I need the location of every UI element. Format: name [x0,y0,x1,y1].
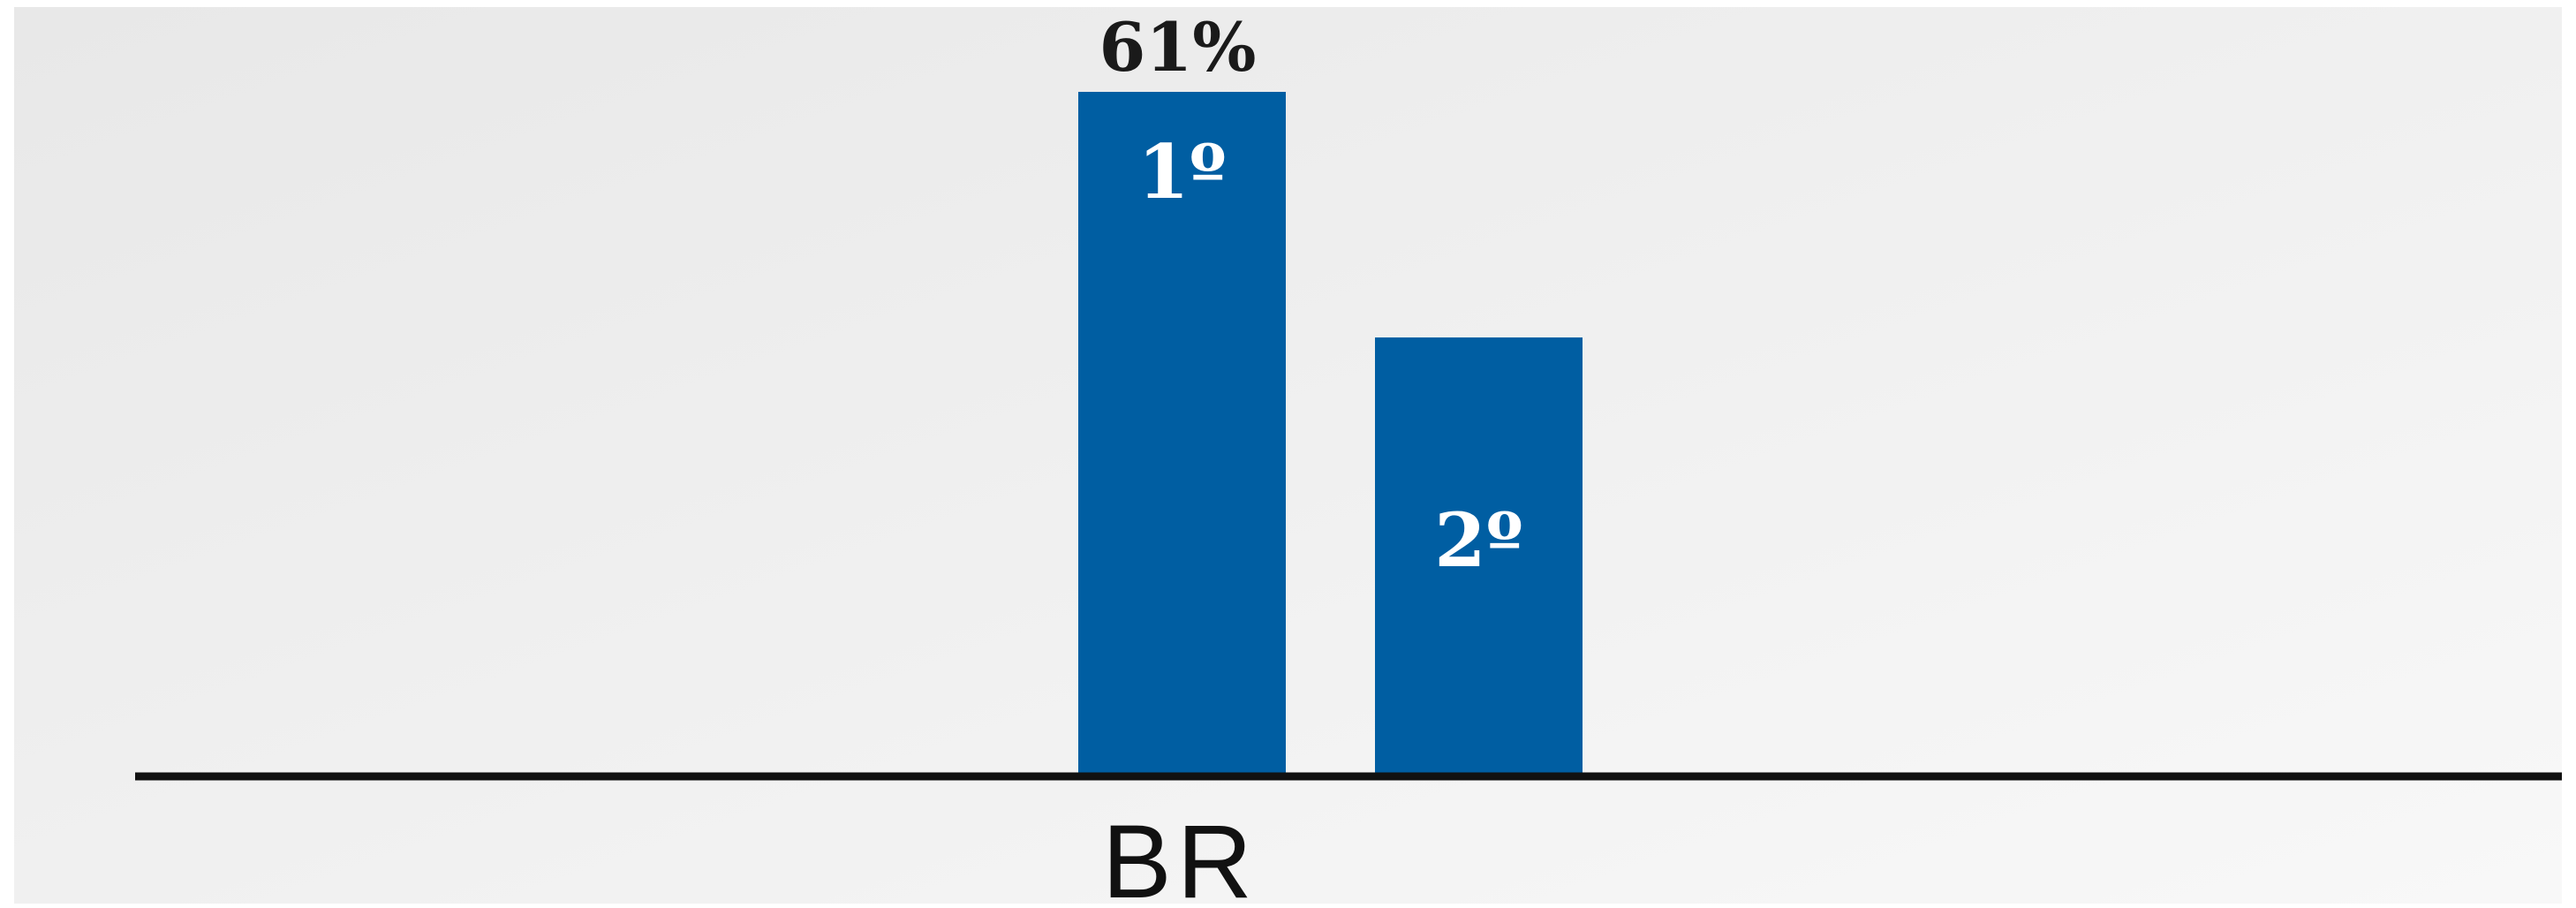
bar-label-1: 1º [1137,128,1226,216]
labels-layer: 1º 61% 2º [1099,8,1523,584]
bar-2 [1375,337,1583,773]
bar-1 [1078,92,1286,773]
category-label: BR [1102,804,1258,904]
value-label-1: 61% [1099,8,1257,87]
chart-background [14,7,2562,904]
bar-label-2: 2º [1434,496,1522,584]
bars-layer [1078,92,1583,773]
